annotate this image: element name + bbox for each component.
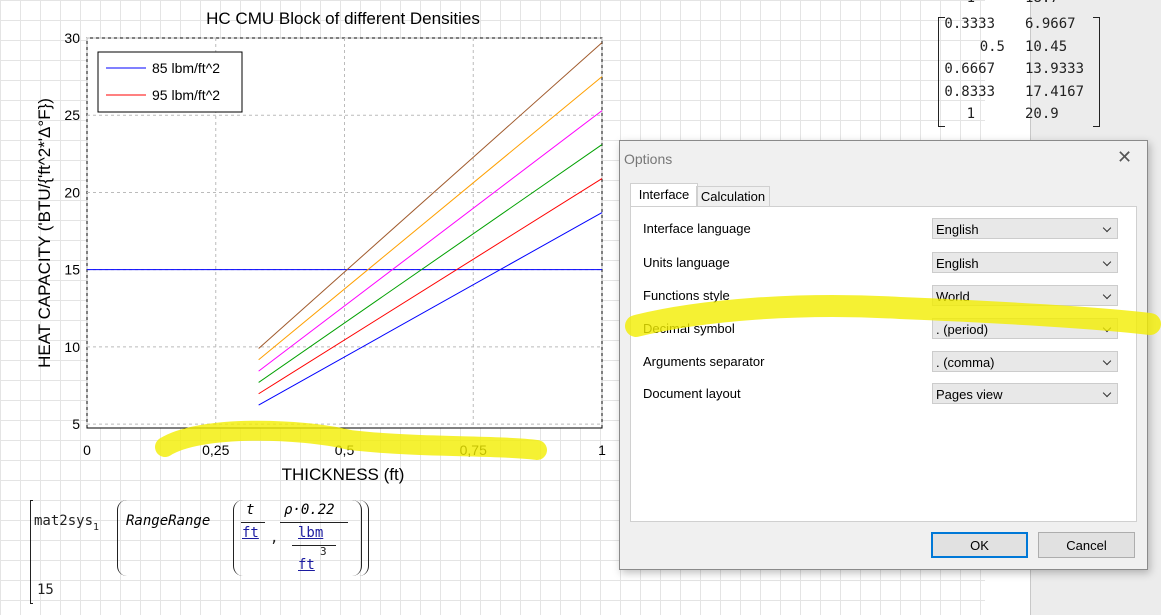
chart: HC CMU Block of different Densities THIC… — [35, 9, 606, 484]
dropdown[interactable]: . (comma) — [932, 351, 1118, 372]
matrix-cell: 13.9333 — [1025, 61, 1085, 77]
setting-label: Functions style — [643, 288, 730, 303]
unit: ft — [298, 557, 315, 573]
x-tick-label: 0,25 — [202, 442, 229, 458]
matrix-cell: 0.6667 — [944, 61, 995, 77]
series-line — [258, 144, 603, 383]
legend-label: 95 lbm/ft^2 — [152, 87, 220, 103]
x-tick-label: 1 — [598, 442, 606, 458]
matrix-cell: 10.45 — [1025, 39, 1068, 55]
fraction-bar — [280, 522, 348, 523]
function-name: mat2sys — [34, 513, 94, 529]
matrix-cell: 0.5 — [979, 39, 1005, 55]
matrix-cell: 18.7 — [1025, 0, 1059, 6]
tab[interactable]: Interface — [630, 183, 698, 207]
y-tick-label: 25 — [64, 107, 80, 123]
matrix-cell: 20.9 — [1025, 106, 1059, 122]
cancel-button[interactable]: Cancel — [1038, 532, 1135, 558]
matrix-cell: 1 — [967, 0, 975, 6]
series-line — [258, 42, 603, 349]
matrix-cell: 0.8333 — [944, 84, 995, 100]
expression: ρ·0.22 — [284, 502, 335, 518]
dropdown[interactable]: English — [932, 218, 1118, 239]
setting-label: Interface language — [643, 221, 751, 236]
setting-label: Decimal symbol — [643, 321, 735, 336]
variable: t — [246, 502, 255, 518]
setting-label: Units language — [643, 255, 730, 270]
matrix-cell: 6.9667 — [1025, 16, 1076, 32]
setting-label: Arguments separator — [643, 354, 765, 369]
close-button[interactable]: ✕ — [1117, 147, 1133, 167]
dropdown[interactable]: English — [932, 252, 1118, 273]
dropdown[interactable]: . (period) — [932, 318, 1118, 339]
brace — [30, 500, 33, 604]
exponent: 3 — [320, 545, 327, 558]
matrix-cell: 0.3333 — [944, 16, 995, 32]
legend — [97, 51, 243, 113]
bracket — [938, 17, 945, 127]
legend-label: 85 lbm/ft^2 — [152, 60, 220, 76]
bracket — [1093, 17, 1100, 127]
y-tick-label: 15 — [64, 262, 80, 278]
y-tick-label: 30 — [64, 30, 80, 46]
y-tick-label: 5 — [72, 416, 80, 432]
dialog-title: Options — [624, 151, 673, 167]
tab[interactable]: Calculation — [696, 186, 770, 207]
series-line — [258, 212, 603, 406]
chart-title: HC CMU Block of different Densities — [206, 9, 480, 28]
function-name: RangeRange — [126, 513, 211, 529]
dropdown[interactable]: World — [932, 285, 1118, 306]
series-line — [258, 76, 603, 361]
series-line — [258, 178, 603, 395]
y-axis-label: HEAT CAPACITY ('BTU/{'ft^2*'Δ°F}) — [35, 98, 54, 368]
x-axis-label: THICKNESS (ft) — [282, 465, 405, 484]
subscript: 1 — [93, 522, 100, 533]
unit: ft — [242, 525, 259, 541]
setting-label: Document layout — [643, 386, 741, 401]
fraction-bar — [292, 545, 336, 546]
paren — [233, 500, 362, 576]
ok-button[interactable]: OK — [931, 532, 1028, 558]
options-dialog: Options ✕ Interface Calculation Interfac… — [619, 140, 1148, 570]
matrix-cell: 1 — [966, 106, 975, 122]
x-tick-label: 0 — [83, 442, 91, 458]
matrix-cell: 17.4167 — [1025, 84, 1085, 100]
result: 15 — [37, 582, 54, 598]
y-tick-label: 20 — [64, 184, 80, 200]
unit: lbm — [298, 525, 324, 541]
fraction-bar — [241, 522, 265, 523]
series-line — [258, 110, 603, 372]
highlight — [155, 420, 547, 460]
matrix: 1 18.7 0.3333 6.9667 0.5 10.45 0.6667 13.9333 0.… — [930, 0, 1105, 150]
paren — [117, 500, 369, 576]
y-tick-label: 10 — [64, 339, 80, 355]
dropdown[interactable]: Pages view — [932, 383, 1118, 404]
